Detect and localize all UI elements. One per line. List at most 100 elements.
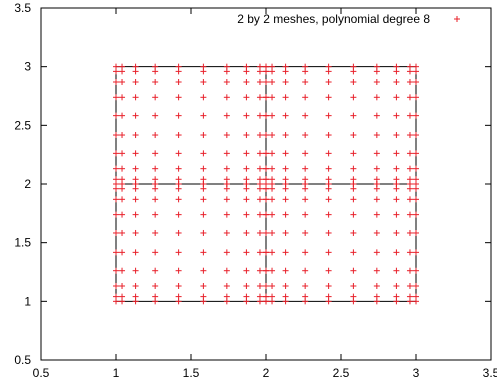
data-point — [302, 249, 309, 256]
data-point — [152, 211, 159, 218]
data-point — [393, 78, 400, 85]
data-point — [406, 283, 413, 290]
data-point — [413, 293, 419, 300]
data-point — [350, 150, 357, 157]
data-point — [152, 112, 159, 119]
data-point — [256, 196, 263, 203]
data-point — [175, 196, 182, 203]
data-point — [152, 78, 159, 85]
data-point — [132, 165, 139, 172]
data-point — [223, 293, 230, 300]
data-point — [393, 211, 400, 218]
data-point — [200, 94, 207, 101]
data-point — [406, 267, 413, 274]
legend: 2 by 2 meshes, polynomial degree 8 — [237, 12, 460, 26]
data-point — [243, 249, 250, 256]
data-point — [282, 249, 289, 256]
data-point — [406, 150, 413, 157]
data-point — [152, 132, 159, 139]
data-point — [119, 94, 126, 101]
data-point — [393, 267, 400, 274]
data-point — [393, 112, 400, 119]
data-point — [256, 63, 263, 70]
data-point — [113, 293, 119, 300]
data-point — [223, 132, 230, 139]
data-point — [256, 165, 263, 172]
data-point — [152, 267, 159, 274]
data-point — [325, 112, 332, 119]
data-point — [282, 165, 289, 172]
data-point — [175, 63, 182, 70]
data-point — [325, 229, 332, 236]
data-point — [393, 132, 400, 139]
data-point — [243, 267, 250, 274]
data-point — [113, 249, 119, 256]
data-point — [373, 267, 380, 274]
data-point — [263, 165, 269, 172]
data-point — [256, 176, 263, 183]
data-point — [113, 196, 119, 203]
x-tick-label: 3.5 — [483, 366, 497, 380]
data-point — [350, 78, 357, 85]
data-point — [282, 63, 289, 70]
data-point — [350, 249, 357, 256]
data-point — [132, 267, 139, 274]
data-point — [223, 283, 230, 290]
data-point — [350, 132, 357, 139]
data-point — [200, 293, 207, 300]
mesh-lines — [115, 66, 417, 302]
data-point — [175, 112, 182, 119]
data-point — [413, 283, 419, 290]
data-point — [393, 249, 400, 256]
data-point — [302, 112, 309, 119]
data-point — [200, 78, 207, 85]
data-point — [413, 211, 419, 218]
data-point — [406, 249, 413, 256]
data-point — [406, 165, 413, 172]
data-point — [243, 176, 250, 183]
data-point — [113, 94, 119, 101]
data-point — [263, 176, 269, 183]
data-point — [152, 293, 159, 300]
data-point — [269, 249, 276, 256]
data-point — [243, 112, 250, 119]
data-point — [152, 94, 159, 101]
data-point — [350, 196, 357, 203]
data-point — [223, 267, 230, 274]
data-point — [113, 150, 119, 157]
data-point — [256, 132, 263, 139]
data-point — [413, 165, 419, 172]
data-point — [263, 229, 269, 236]
data-point — [119, 165, 126, 172]
data-point — [256, 229, 263, 236]
data-point — [200, 176, 207, 183]
data-point — [413, 63, 419, 70]
y-tick-label: 2 — [24, 177, 31, 191]
data-point — [113, 211, 119, 218]
data-point — [263, 211, 269, 218]
data-point — [325, 150, 332, 157]
data-point — [393, 176, 400, 183]
data-point — [223, 211, 230, 218]
data-point — [373, 176, 380, 183]
data-point — [269, 229, 276, 236]
data-point — [132, 249, 139, 256]
data-point — [393, 150, 400, 157]
data-point — [325, 249, 332, 256]
data-point — [132, 293, 139, 300]
data-point — [152, 150, 159, 157]
data-point — [175, 165, 182, 172]
data-point — [406, 211, 413, 218]
data-point — [269, 176, 276, 183]
data-point — [256, 211, 263, 218]
data-point — [223, 112, 230, 119]
data-point — [406, 112, 413, 119]
data-point — [119, 196, 126, 203]
legend-plus-marker — [454, 16, 460, 22]
data-point — [282, 132, 289, 139]
data-point — [393, 196, 400, 203]
data-point — [263, 196, 269, 203]
data-point — [373, 165, 380, 172]
data-point — [175, 283, 182, 290]
data-point — [302, 63, 309, 70]
